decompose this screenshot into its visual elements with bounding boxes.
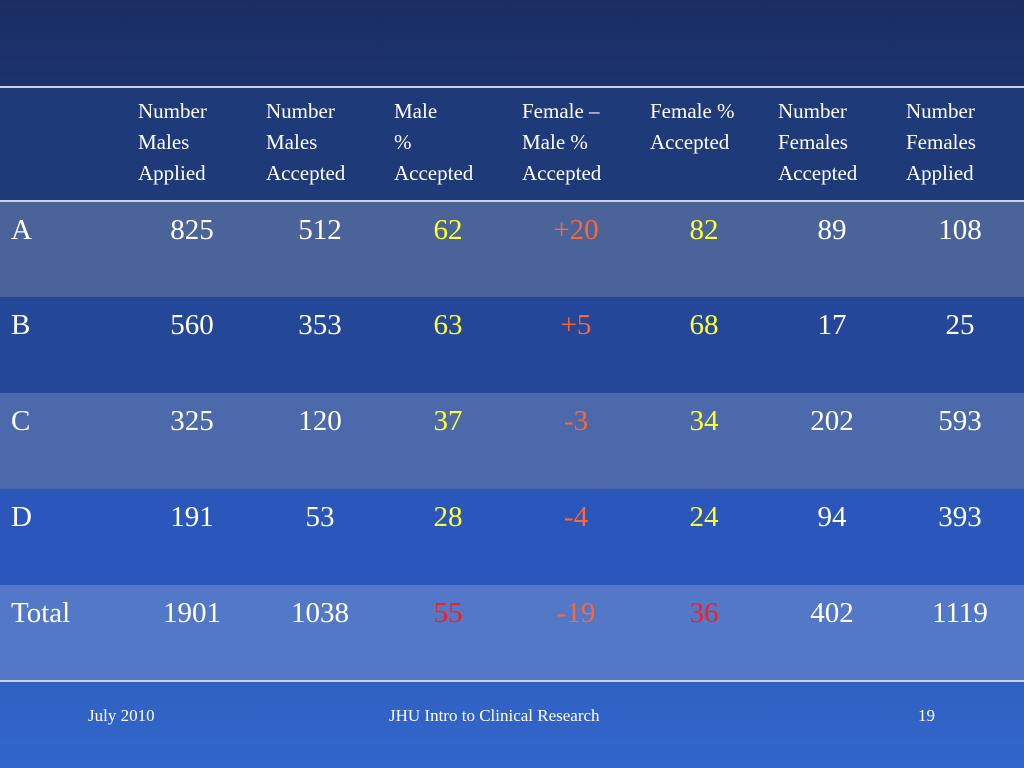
admissions-table: Number Males Applied Number Males Accepted M… (0, 86, 1024, 682)
header-blank (0, 87, 128, 201)
table-header-row: Number Males Applied Number Males Accepted M… (0, 87, 1024, 201)
cell-male-pct: 63 (433, 309, 463, 341)
row-label: C (11, 405, 31, 437)
table-row: C 325 120 37 -3 34 202 593 (0, 393, 1024, 489)
cell-females-applied: 108 (938, 214, 982, 246)
row-label: A (11, 214, 32, 246)
cell-females-applied: 25 (945, 309, 975, 341)
row-label: B (11, 309, 31, 341)
cell-females-applied: 593 (938, 405, 982, 437)
table-row: D 191 53 28 -4 24 94 393 (0, 489, 1024, 585)
cell-males-accepted: 512 (298, 214, 342, 246)
cell-male-pct: 55 (433, 597, 463, 629)
table-row: A 825 512 62 +20 82 89 108 (0, 201, 1024, 297)
cell-males-applied: 560 (170, 309, 214, 341)
cell-diff: +5 (560, 309, 592, 341)
cell-diff: -3 (563, 405, 589, 437)
header-female-pct: Female % Accepted (650, 99, 735, 154)
cell-males-accepted: 53 (305, 501, 335, 533)
row-label: Total (11, 597, 71, 629)
cell-male-pct: 62 (433, 214, 463, 246)
header-male-pct: Male% Accepted (394, 99, 474, 185)
cell-female-pct: 24 (689, 501, 719, 533)
cell-females-accepted: 94 (817, 501, 847, 533)
table-row-total: Total 1901 1038 55 -19 36 402 1119 (0, 585, 1024, 681)
footer-page-number: 19 (918, 706, 935, 725)
footer-date: July 2010 (88, 706, 155, 725)
cell-males-applied: 325 (170, 405, 214, 437)
cell-males-applied: 1901 (163, 597, 221, 629)
cell-female-pct: 36 (689, 597, 719, 629)
cell-diff: -19 (556, 597, 596, 629)
cell-males-accepted: 120 (298, 405, 342, 437)
cell-females-accepted: 89 (817, 214, 847, 246)
header-males-applied: Number Males Applied (138, 99, 207, 185)
cell-female-pct: 68 (689, 309, 719, 341)
cell-males-applied: 825 (170, 214, 214, 246)
cell-male-pct: 28 (433, 501, 463, 533)
cell-males-accepted: 353 (298, 309, 342, 341)
title-band (0, 0, 1024, 86)
header-males-accepted: Number Males Accepted (266, 99, 346, 185)
header-diff: Female – Male % Accepted (522, 99, 602, 185)
cell-female-pct: 34 (689, 405, 719, 437)
header-females-applied: Number Females Applied (906, 99, 976, 185)
cell-females-applied: 1119 (932, 597, 988, 629)
cell-females-accepted: 202 (810, 405, 854, 437)
cell-females-applied: 393 (938, 501, 982, 533)
cell-female-pct: 82 (689, 214, 719, 246)
footer-course: JHU Intro to Clinical Research (389, 706, 600, 725)
table-row: B 560 353 63 +5 68 17 25 (0, 297, 1024, 393)
cell-male-pct: 37 (433, 405, 463, 437)
cell-diff: -4 (563, 501, 589, 533)
header-females-accepted: Number Females Accepted (778, 99, 858, 185)
row-label: D (11, 501, 32, 533)
cell-females-accepted: 17 (817, 309, 847, 341)
cell-males-applied: 191 (170, 501, 214, 533)
cell-females-accepted: 402 (810, 597, 854, 629)
cell-males-accepted: 1038 (291, 597, 349, 629)
cell-diff: +20 (553, 214, 599, 246)
